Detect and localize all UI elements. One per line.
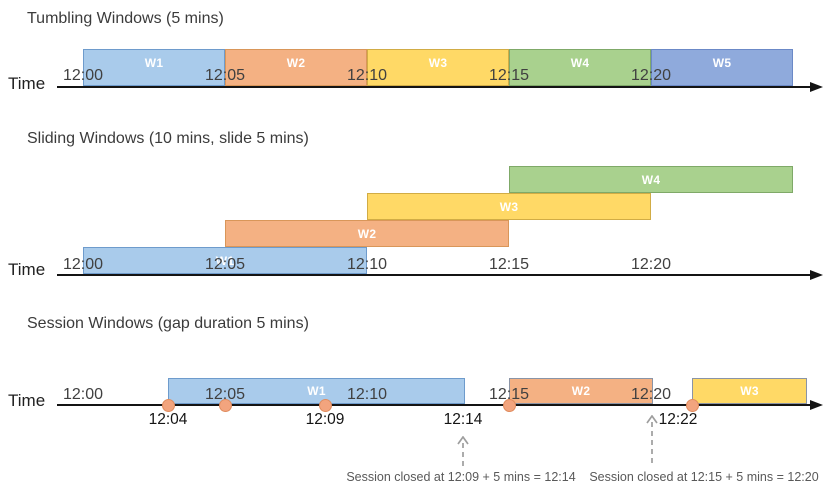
time-axis-tumbling xyxy=(57,86,810,88)
tick-label-sliding-12-00: 12:00 xyxy=(62,256,104,273)
time-axis-session xyxy=(57,404,810,406)
time-axis-arrowhead-session xyxy=(810,400,823,410)
window-label: W2 xyxy=(357,226,377,241)
event-time-label-12-14: 12:14 xyxy=(443,411,483,428)
tick-label-sliding-12-05: 12:05 xyxy=(204,256,246,273)
time-axis-arrowhead-tumbling xyxy=(810,82,823,92)
tick-label-tumbling-12-10: 12:10 xyxy=(346,67,388,84)
window-label: W3 xyxy=(499,199,519,214)
tick-label-session-12-15: 12:15 xyxy=(488,386,530,403)
tick-label-tumbling-12-05: 12:05 xyxy=(204,67,246,84)
window-tumbling-w3: W3 xyxy=(367,49,509,86)
tick-label-tumbling-12-15: 12:15 xyxy=(488,67,530,84)
window-tumbling-w5: W5 xyxy=(651,49,793,86)
section-title-session: Session Windows (gap duration 5 mins) xyxy=(27,315,309,332)
dashed-up-arrow-1 xyxy=(645,414,659,463)
tick-label-sliding-12-20: 12:20 xyxy=(630,256,672,273)
window-session-w3: W3 xyxy=(692,378,807,404)
event-dot-3 xyxy=(502,398,516,412)
section-title-sliding: Sliding Windows (10 mins, slide 5 mins) xyxy=(27,130,309,147)
window-label: W3 xyxy=(428,56,448,70)
window-label: W5 xyxy=(712,56,732,70)
window-sliding-w4: W4 xyxy=(509,166,793,193)
time-axis-sliding xyxy=(57,274,810,276)
tick-label-tumbling-12-20: 12:20 xyxy=(630,67,672,84)
time-axis-label-tumbling: Time xyxy=(8,74,46,93)
window-label: W4 xyxy=(570,56,590,70)
session-closed-note-1: Session closed at 12:15 + 5 mins = 12:20 xyxy=(589,470,819,484)
event-dot-4 xyxy=(685,398,699,412)
window-label: W4 xyxy=(641,172,661,187)
event-time-label-12-09: 12:09 xyxy=(305,411,345,428)
window-sliding-w2: W2 xyxy=(225,220,509,247)
event-dot-2 xyxy=(318,398,332,412)
window-tumbling-w4: W4 xyxy=(509,49,651,86)
tick-label-session-12-10: 12:10 xyxy=(346,386,388,403)
event-time-label-12-22: 12:22 xyxy=(658,411,698,428)
window-tumbling-w2: W2 xyxy=(225,49,367,86)
window-sliding-w3: W3 xyxy=(367,193,651,220)
tick-label-session-12-00: 12:00 xyxy=(62,386,104,403)
event-dot-1 xyxy=(218,398,232,412)
section-title-tumbling: Tumbling Windows (5 mins) xyxy=(27,10,224,27)
window-label: W2 xyxy=(571,384,591,398)
time-axis-label-sliding: Time xyxy=(8,260,46,279)
window-tumbling-w1: W1 xyxy=(83,49,225,86)
window-label: W1 xyxy=(144,56,164,70)
event-dot-0 xyxy=(161,398,175,412)
window-label: W3 xyxy=(740,384,759,398)
window-session-w1: W1 xyxy=(168,378,465,404)
tick-label-sliding-12-15: 12:15 xyxy=(488,256,530,273)
event-time-label-12-04: 12:04 xyxy=(148,411,188,428)
time-axis-arrowhead-sliding xyxy=(810,270,823,280)
tick-label-sliding-12-10: 12:10 xyxy=(346,256,388,273)
session-closed-note-0: Session closed at 12:09 + 5 mins = 12:14 xyxy=(346,470,576,484)
window-label: W1 xyxy=(307,384,326,398)
tick-label-session-12-05: 12:05 xyxy=(204,386,246,403)
dashed-up-arrow-0 xyxy=(456,435,470,467)
window-sliding-w1: W1 xyxy=(83,247,367,274)
tick-label-tumbling-12-00: 12:00 xyxy=(62,67,104,84)
window-session-w2: W2 xyxy=(509,378,653,404)
time-axis-label-session: Time xyxy=(8,391,46,410)
tick-label-session-12-20: 12:20 xyxy=(630,386,672,403)
window-label: W1 xyxy=(215,253,235,268)
window-label: W2 xyxy=(286,56,306,70)
